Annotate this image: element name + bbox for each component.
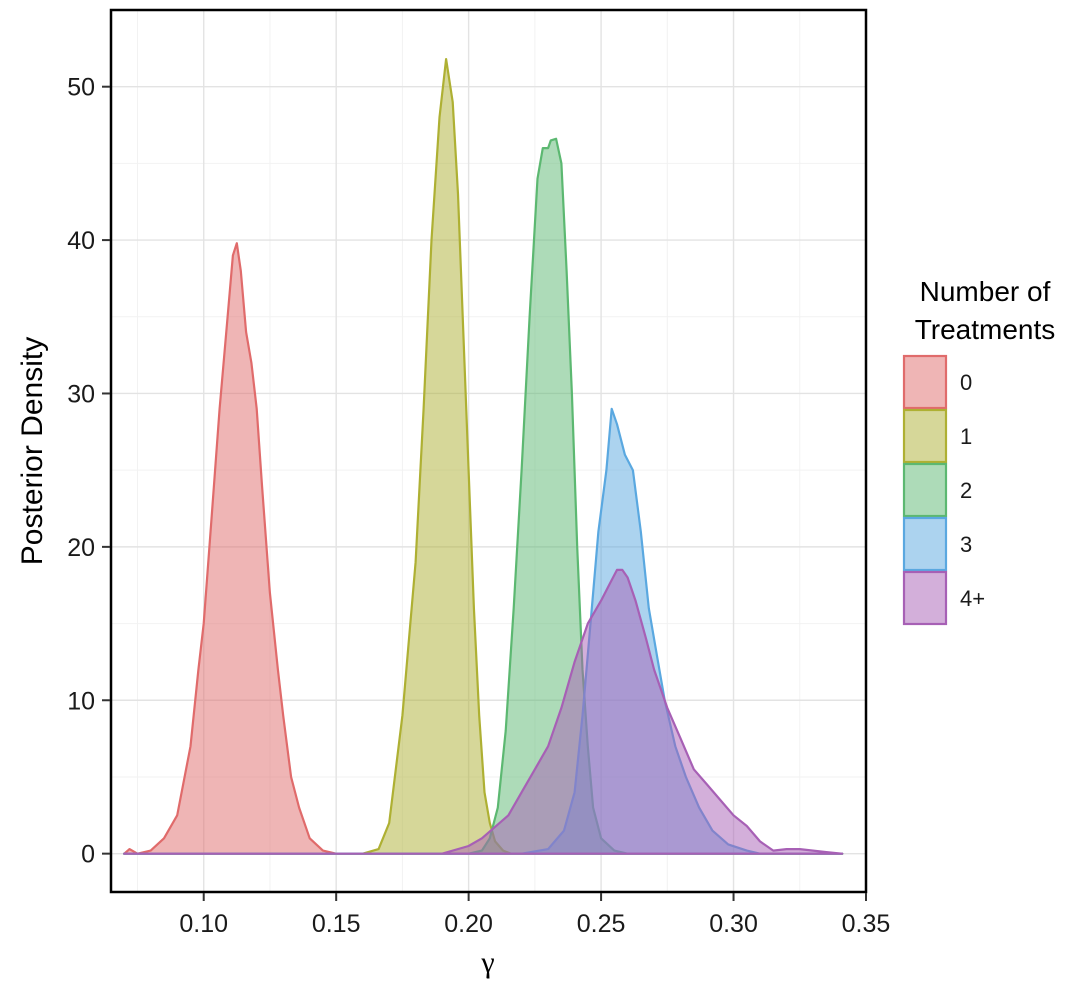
- legend-label-0: 0: [960, 370, 972, 395]
- y-tick-label-3: 30: [67, 380, 95, 408]
- legend-label-3: 3: [960, 532, 972, 557]
- axes: 0.10 0.15 0.20 0.25 0.30 0.35 0 10 20 30 40 50: [67, 74, 890, 938]
- legend-key-2: [902, 462, 948, 518]
- plot-border: [109, 8, 868, 894]
- y-tick-label-4: 40: [67, 227, 95, 255]
- series-layer: [123, 58, 844, 855]
- legend-key-0: [902, 354, 948, 410]
- legend-title-line-2: Treatments: [915, 314, 1056, 345]
- y-tick-label-5: 50: [67, 74, 95, 102]
- y-tick-label-2: 20: [67, 534, 95, 562]
- x-tick-label-2: 0.20: [444, 910, 493, 938]
- legend: Number of Treatments 0 1 2 3 4+: [902, 276, 1056, 626]
- legend-label-1: 1: [960, 424, 972, 449]
- x-tick-label-3: 0.25: [577, 910, 626, 938]
- x-tick-label-5: 0.35: [842, 910, 891, 938]
- legend-items: 0 1 2 3 4+: [902, 354, 985, 626]
- x-axis-title: γ: [480, 946, 494, 979]
- density-area-series-4: [123, 568, 844, 855]
- legend-key-4: [902, 570, 948, 626]
- legend-label-2: 2: [960, 478, 972, 503]
- density-area-series-0: [123, 242, 844, 855]
- x-tick-label-4: 0.30: [709, 910, 758, 938]
- legend-title-line-1: Number of: [920, 276, 1051, 307]
- y-tick-label-0: 0: [81, 841, 95, 869]
- x-tick-label-1: 0.15: [312, 910, 361, 938]
- y-tick-label-1: 10: [67, 687, 95, 715]
- y-axis-title: Posterior Density: [16, 337, 49, 565]
- legend-key-3: [902, 516, 948, 572]
- legend-label-4: 4+: [960, 586, 985, 611]
- legend-key-1: [902, 408, 948, 464]
- x-tick-label-0: 0.10: [179, 910, 228, 938]
